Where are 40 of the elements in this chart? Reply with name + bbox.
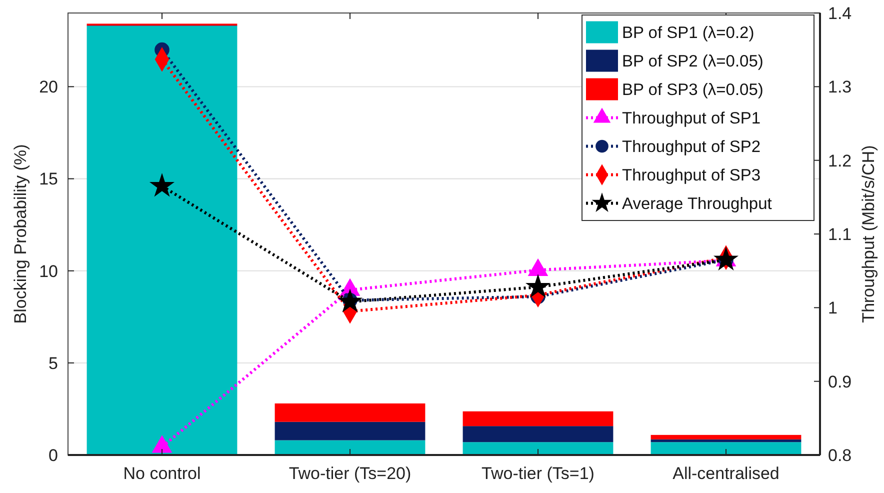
- bar: [462, 442, 614, 455]
- y2-tick-label: 0.8: [828, 446, 852, 465]
- point: [714, 248, 738, 270]
- y2-tick-label: 1.1: [828, 224, 852, 244]
- bar: [650, 434, 802, 440]
- bar: [650, 442, 802, 455]
- legend-label: BP of SP2 (λ=0.05): [622, 52, 764, 71]
- y-tick-label: 5: [48, 354, 58, 373]
- legend-label: Throughput of SP1: [622, 110, 761, 128]
- bar: [274, 440, 426, 455]
- legend-label: Throughput of SP3: [622, 166, 761, 185]
- y2-axis-title: Throughput (Mbit/s/CH): [859, 145, 878, 323]
- y2-tick-label: 1: [828, 298, 838, 318]
- x-tick-label: No control: [123, 464, 201, 483]
- y-tick-label: 20: [39, 78, 58, 97]
- legend-label: Average Throughput: [622, 195, 772, 214]
- y-tick-label: 15: [39, 170, 58, 189]
- x-tick-label: Two-tier (Ts=1): [482, 464, 594, 483]
- y2-tick-label: 1.4: [828, 4, 852, 23]
- point: [150, 174, 174, 196]
- y-axis-title: Blocking Probability (%): [11, 144, 30, 324]
- y2-tick-label: 1.2: [828, 151, 852, 170]
- x-tick-label: All-centralised: [672, 464, 780, 483]
- bar: [86, 26, 238, 455]
- legend-label: Throughput of SP2: [622, 138, 761, 156]
- legend-label: BP of SP1 (λ=0.2): [622, 24, 754, 42]
- point: [152, 436, 172, 453]
- bar: [274, 403, 426, 422]
- point: [526, 274, 550, 297]
- y-tick-label: 0: [48, 446, 58, 465]
- point: [338, 290, 362, 312]
- x-tick-label: Two-tier (Ts=20): [288, 464, 412, 483]
- bar: [274, 422, 426, 440]
- legend-label: BP of SP3 (λ=0.05): [622, 81, 764, 100]
- y-tick-label: 10: [39, 262, 58, 281]
- bar: [462, 411, 614, 426]
- y2-tick-label: 0.9: [828, 372, 852, 392]
- bar: [650, 439, 802, 442]
- bar: [462, 426, 614, 442]
- y2-tick-label: 1.3: [828, 78, 852, 97]
